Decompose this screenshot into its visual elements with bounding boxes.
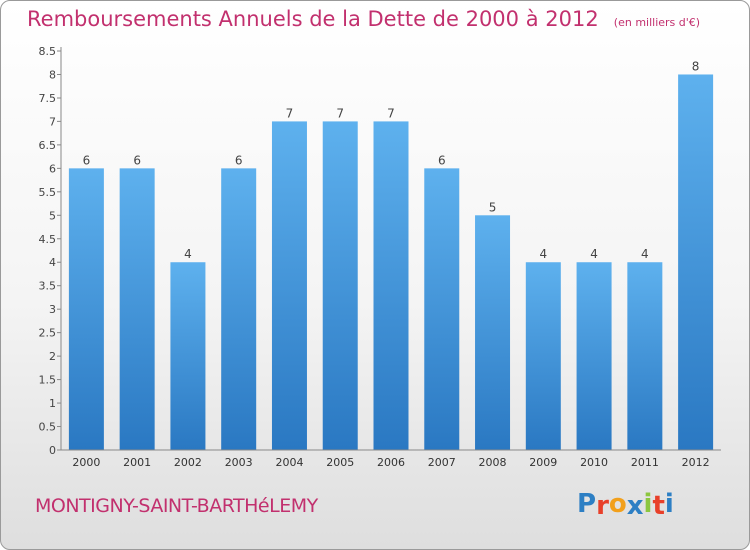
bar-value-label: 7 <box>336 106 344 120</box>
x-tick-label: 2004 <box>275 456 303 469</box>
bar-value-label: 6 <box>83 153 91 167</box>
bar <box>475 215 511 450</box>
x-tick-label: 2011 <box>631 456 659 469</box>
x-tick-label: 2012 <box>682 456 710 469</box>
bar-value-label: 7 <box>286 106 294 120</box>
y-tick-label: 5 <box>49 209 56 222</box>
logo-letter: P <box>577 489 597 519</box>
y-tick-label: 4.5 <box>39 233 57 246</box>
chart-subtitle: (en milliers d'€) <box>613 16 701 29</box>
x-tick-label: 2006 <box>377 456 405 469</box>
bar <box>627 262 663 450</box>
x-tick-label: 2001 <box>123 456 151 469</box>
x-tick-label: 2008 <box>479 456 507 469</box>
bar-value-label: 6 <box>235 153 243 167</box>
logo-letter: t <box>652 491 665 521</box>
bar <box>68 168 104 450</box>
y-tick-label: 2 <box>49 350 56 363</box>
logo-letter: o <box>608 489 627 519</box>
bar <box>119 168 155 450</box>
x-tick-label: 2010 <box>580 456 608 469</box>
bars: 6 6 4 6 7 7 7 6 5 4 4 4 8 <box>68 59 714 451</box>
bar <box>221 168 257 450</box>
bar-value-label: 4 <box>590 247 598 261</box>
x-tick-label: 2007 <box>428 456 456 469</box>
x-tick-label: 2005 <box>326 456 354 469</box>
logo-letter: i <box>643 489 653 519</box>
bar-value-label: 6 <box>133 153 141 167</box>
bar-value-label: 5 <box>489 200 497 214</box>
y-tick-label: 5.5 <box>39 186 57 199</box>
y-axis: 0 0.5 1 1.5 2 2.5 3 3.5 4 4.5 5 5.5 6 6.5 7 7.5 8 8.5 <box>39 45 62 457</box>
y-tick-label: 0.5 <box>39 421 57 434</box>
x-axis: 2000 2001 2002 2003 2004 2005 2006 2007 2008 2009… <box>61 449 721 469</box>
bar <box>678 74 714 451</box>
logo-letter: r <box>596 491 609 521</box>
bar-value-label: 4 <box>184 247 192 261</box>
proxiti-logo[interactable]: Proxiti <box>577 489 674 521</box>
y-tick-label: 1 <box>49 397 56 410</box>
x-tick-label: 2002 <box>174 456 202 469</box>
y-tick-label: 0 <box>49 444 56 457</box>
commune-name: MONTIGNY-SAINT-BARTHéLEMY <box>35 495 318 517</box>
y-tick-label: 4 <box>49 256 56 269</box>
x-tick-label: 2000 <box>72 456 100 469</box>
bar <box>424 168 460 450</box>
y-tick-label: 2.5 <box>39 327 57 340</box>
bar <box>373 121 409 450</box>
bar <box>525 262 561 450</box>
bar-value-label: 8 <box>692 59 700 73</box>
y-tick-label: 1.5 <box>39 374 57 387</box>
bar <box>576 262 612 450</box>
logo-letter: x <box>626 491 644 521</box>
y-tick-label: 6.5 <box>39 139 57 152</box>
bar-value-label: 4 <box>641 247 649 261</box>
logo-letter: i <box>664 489 674 519</box>
title-row: Remboursements Annuels de la Dette de 20… <box>27 7 700 31</box>
bar-value-label: 7 <box>387 106 395 120</box>
y-tick-label: 3.5 <box>39 280 57 293</box>
bar <box>271 121 307 450</box>
bar <box>322 121 358 450</box>
bar-value-label: 6 <box>438 153 446 167</box>
y-tick-label: 8 <box>49 68 56 81</box>
y-tick-label: 8.5 <box>39 45 57 58</box>
y-tick-label: 7 <box>49 115 56 128</box>
y-tick-label: 3 <box>49 303 56 316</box>
bar <box>170 262 206 450</box>
x-tick-label: 2009 <box>529 456 557 469</box>
x-tick-label: 2003 <box>225 456 253 469</box>
y-tick-label: 6 <box>49 162 56 175</box>
y-tick-label: 7.5 <box>39 92 57 105</box>
chart-title: Remboursements Annuels de la Dette de 20… <box>27 7 599 31</box>
bar-value-label: 4 <box>539 247 547 261</box>
